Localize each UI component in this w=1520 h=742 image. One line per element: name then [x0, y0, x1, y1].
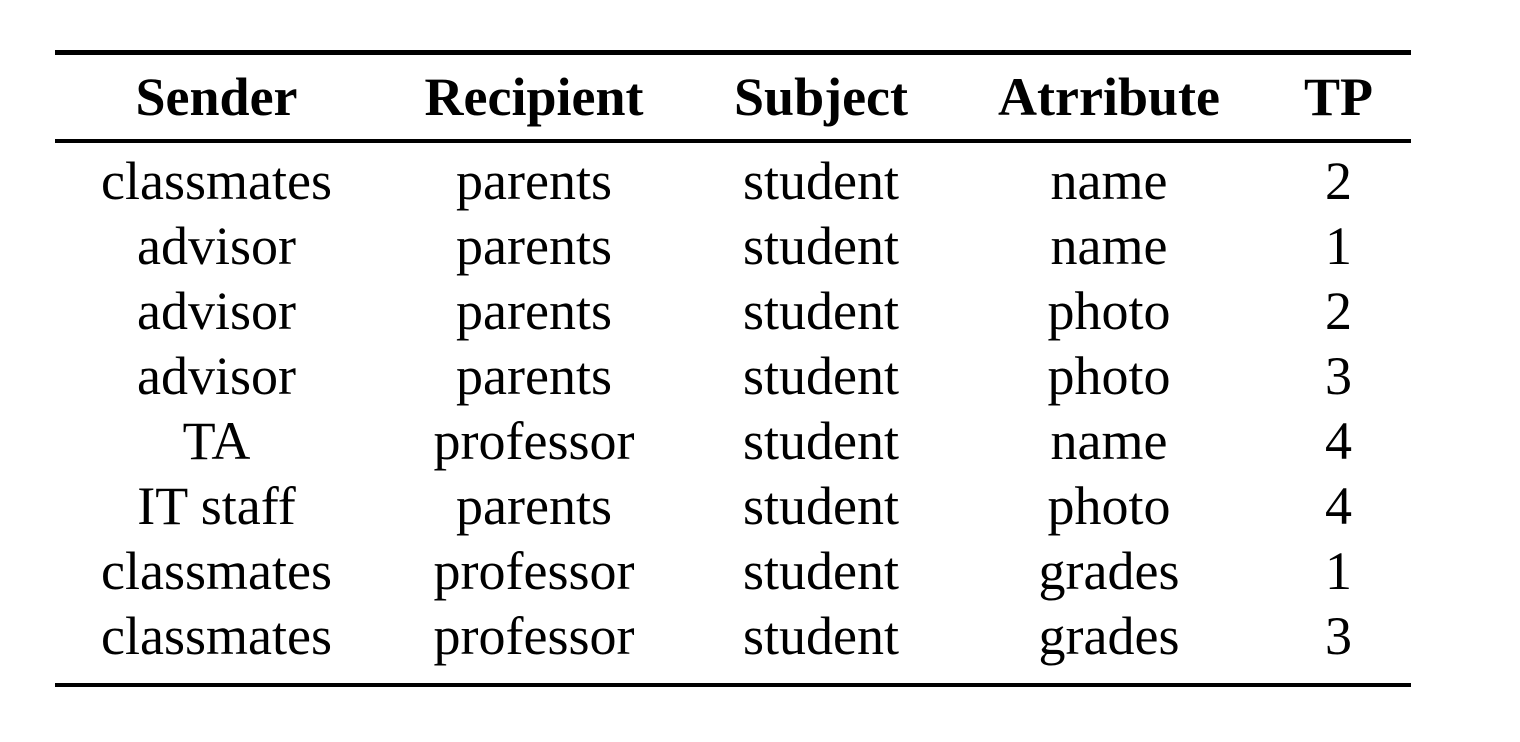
cell-recipient: professor [433, 541, 635, 601]
cell-recipient: parents [456, 346, 612, 406]
cell-sender: classmates [101, 606, 332, 666]
cell-recipient: parents [456, 476, 612, 536]
cell-attribute: grades [1038, 606, 1180, 666]
header-rule [55, 139, 1411, 143]
cell-sender: advisor [137, 216, 296, 276]
cell-recipient: parents [456, 151, 612, 211]
table-row: classmates professor student grades 1 [55, 539, 1411, 604]
cell-attribute: name [1050, 151, 1168, 211]
cell-recipient: parents [456, 216, 612, 276]
cell-tp: 4 [1325, 476, 1352, 536]
cell-subject: student [743, 346, 899, 406]
cell-tp: 2 [1325, 151, 1352, 211]
table-row: classmates parents student name 2 [55, 149, 1411, 214]
table-row: advisor parents student name 1 [55, 214, 1411, 279]
cell-subject: student [743, 216, 899, 276]
cell-subject: student [743, 541, 899, 601]
cell-attribute: photo [1047, 281, 1171, 341]
cell-recipient: professor [433, 606, 635, 666]
cell-attribute: photo [1047, 346, 1171, 406]
cell-sender: advisor [137, 281, 296, 341]
bottom-rule [55, 683, 1411, 687]
cell-sender: advisor [137, 346, 296, 406]
cell-tp: 3 [1325, 346, 1352, 406]
cell-subject: student [743, 476, 899, 536]
cell-subject: student [743, 606, 899, 666]
header-row: Sender Recipient Subject Atrribute TP [55, 55, 1411, 139]
table-row: classmates professor student grades 3 [55, 604, 1411, 669]
cell-sender: TA [182, 411, 251, 471]
header-recipient: Recipient [424, 67, 644, 127]
table-row: IT staff parents student photo 4 [55, 474, 1411, 539]
cell-subject: student [743, 281, 899, 341]
cell-sender: classmates [101, 541, 332, 601]
cell-sender: classmates [101, 151, 332, 211]
header-attribute: Atrribute [998, 67, 1220, 127]
data-table: Sender Recipient Subject Atrribute TP [55, 55, 1411, 139]
table-row: advisor parents student photo 2 [55, 279, 1411, 344]
data-table-body: classmates parents student name 2 adviso… [55, 149, 1411, 669]
cell-subject: student [743, 411, 899, 471]
cell-tp: 3 [1325, 606, 1352, 666]
cell-tp: 1 [1325, 216, 1352, 276]
cell-attribute: name [1050, 216, 1168, 276]
cell-tp: 4 [1325, 411, 1352, 471]
table-header: Sender Recipient Subject Atrribute TP [55, 55, 1411, 139]
header-tp: TP [1303, 67, 1373, 127]
data-table-container: Sender Recipient Subject Atrribute TP cl… [55, 50, 1411, 687]
top-rule [55, 50, 1411, 55]
cell-attribute: photo [1047, 476, 1171, 536]
cell-subject: student [743, 151, 899, 211]
cell-recipient: parents [456, 281, 612, 341]
cell-attribute: name [1050, 411, 1168, 471]
table-row: TA professor student name 4 [55, 409, 1411, 474]
header-sender: Sender [135, 67, 298, 127]
header-subject: Subject [734, 67, 908, 127]
table-row: advisor parents student photo 3 [55, 344, 1411, 409]
cell-attribute: grades [1038, 541, 1180, 601]
cell-sender: IT staff [137, 476, 296, 536]
cell-tp: 1 [1325, 541, 1352, 601]
cell-recipient: professor [433, 411, 635, 471]
cell-tp: 2 [1325, 281, 1352, 341]
